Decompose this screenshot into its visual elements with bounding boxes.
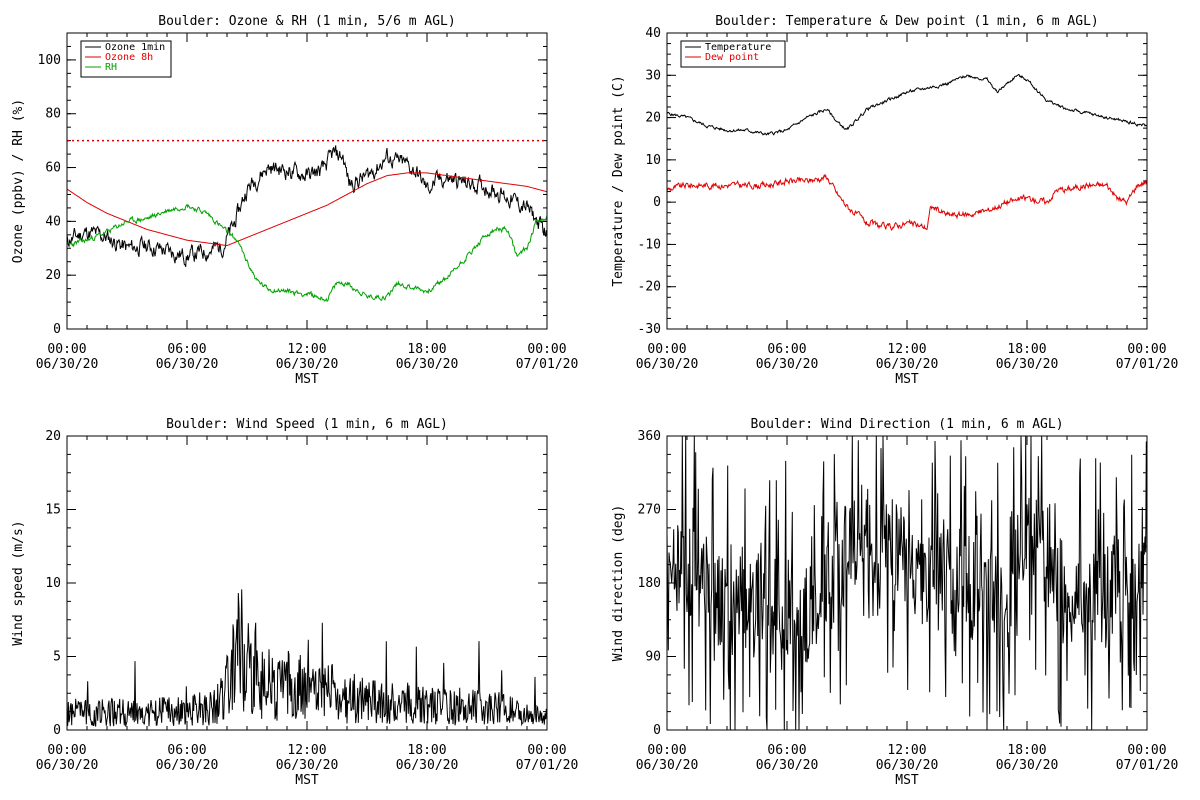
x-tick-date-label: 07/01/20 (516, 357, 579, 372)
x-tick-date-label: 06/30/20 (396, 357, 459, 372)
x-tick-time-label: 18:00 (1007, 342, 1046, 357)
wind-speed-chart: Boulder: Wind Speed (1 min, 6 m AGL) Wind… (11, 417, 578, 788)
x-tick-date-label: 06/30/20 (276, 758, 339, 773)
series-line-0 (667, 436, 1147, 730)
x-tick-date-label: 06/30/20 (276, 357, 339, 372)
y-tick-label: 90 (645, 650, 661, 665)
y-tick-label: -20 (638, 280, 661, 295)
x-tick-time-label: 00:00 (1127, 743, 1166, 758)
series-line-2 (67, 203, 547, 302)
y-tick-label: 0 (53, 322, 61, 337)
x-tick-date-label: 06/30/20 (396, 758, 459, 773)
x-tick-time-label: 12:00 (887, 342, 926, 357)
y-tick-label: -10 (638, 237, 661, 252)
legend-label: Ozone 8h (105, 52, 153, 63)
y-axis-label: Wind speed (m/s) (11, 520, 26, 645)
x-tick-date-label: 06/30/20 (636, 758, 699, 773)
x-tick-date-label: 06/30/20 (996, 758, 1059, 773)
x-axis-label: MST (895, 372, 919, 387)
x-tick-time-label: 12:00 (287, 342, 326, 357)
legend-box (680, 40, 786, 68)
x-tick-date-label: 06/30/20 (156, 357, 219, 372)
y-tick-label: 30 (645, 68, 661, 83)
x-tick-time-label: 00:00 (1127, 342, 1166, 357)
series-line-1 (67, 172, 547, 247)
x-axis-label: MST (895, 773, 919, 788)
legend-label: Dew point (705, 52, 759, 63)
y-axis-label: Wind direction (deg) (611, 505, 626, 662)
x-tick-time-label: 00:00 (527, 342, 566, 357)
x-tick-time-label: 00:00 (647, 743, 686, 758)
plot-frame (666, 435, 1148, 731)
x-axis-label: MST (295, 773, 319, 788)
x-tick-time-label: 18:00 (407, 743, 446, 758)
temperature-dewpoint-chart: Boulder: Temperature & Dew point (1 min,… (611, 14, 1178, 387)
y-tick-label: 0 (653, 723, 661, 738)
y-tick-label: 360 (638, 429, 661, 444)
x-tick-date-label: 06/30/20 (876, 357, 939, 372)
chart-title: Boulder: Temperature & Dew point (1 min,… (715, 14, 1099, 29)
y-tick-label: 20 (45, 429, 61, 444)
x-tick-time-label: 18:00 (1007, 743, 1046, 758)
x-tick-date-label: 07/01/20 (516, 758, 579, 773)
x-tick-time-label: 18:00 (407, 342, 446, 357)
y-tick-label: 10 (45, 576, 61, 591)
x-tick-time-label: 00:00 (47, 743, 86, 758)
y-tick-label: 0 (653, 195, 661, 210)
x-tick-date-label: 06/30/20 (756, 357, 819, 372)
y-tick-label: 40 (45, 214, 61, 229)
x-tick-time-label: 00:00 (47, 342, 86, 357)
x-tick-date-label: 06/30/20 (156, 758, 219, 773)
y-tick-label: 40 (645, 26, 661, 41)
y-tick-label: 60 (45, 161, 61, 176)
x-tick-date-label: 06/30/20 (36, 758, 99, 773)
x-tick-time-label: 00:00 (647, 342, 686, 357)
ozone-rh-chart: Boulder: Ozone & RH (1 min, 5/6 m AGL) Oz… (11, 14, 578, 387)
legend-label: RH (105, 62, 117, 73)
plot-frame (66, 435, 548, 731)
x-tick-time-label: 06:00 (167, 342, 206, 357)
y-tick-label: 20 (645, 111, 661, 126)
y-tick-label: 5 (53, 650, 61, 665)
series-line-0 (667, 73, 1147, 136)
y-axis-label: Temperature / Dew point (C) (611, 75, 626, 286)
y-tick-label: 100 (38, 53, 61, 68)
y-tick-label: 270 (638, 503, 661, 518)
series-line-0 (67, 589, 547, 727)
x-tick-time-label: 06:00 (167, 743, 206, 758)
legend-label: Ozone 1min (105, 42, 165, 53)
plot-frame (666, 32, 1148, 330)
y-tick-label: -30 (638, 322, 661, 337)
x-axis-label: MST (295, 372, 319, 387)
x-tick-time-label: 12:00 (887, 743, 926, 758)
series-line-0 (67, 145, 547, 267)
legend-label: Temperature (705, 42, 771, 53)
chart-title: Boulder: Wind Direction (1 min, 6 m AGL) (750, 417, 1063, 432)
x-tick-date-label: 07/01/20 (1116, 758, 1179, 773)
x-tick-date-label: 06/30/20 (876, 758, 939, 773)
x-tick-date-label: 07/01/20 (1116, 357, 1179, 372)
x-tick-time-label: 00:00 (527, 743, 566, 758)
y-tick-label: 15 (45, 503, 61, 518)
chart-title: Boulder: Ozone & RH (1 min, 5/6 m AGL) (158, 14, 455, 29)
x-tick-date-label: 06/30/20 (756, 758, 819, 773)
y-tick-label: 180 (638, 576, 661, 591)
y-tick-label: 20 (45, 268, 61, 283)
x-tick-time-label: 06:00 (767, 342, 806, 357)
series-line-1 (667, 173, 1147, 232)
x-tick-time-label: 12:00 (287, 743, 326, 758)
y-tick-label: 80 (45, 107, 61, 122)
chart-title: Boulder: Wind Speed (1 min, 6 m AGL) (166, 417, 448, 432)
x-tick-date-label: 06/30/20 (996, 357, 1059, 372)
plot-frame (66, 32, 548, 330)
y-axis-label: Ozone (ppbv) / RH (%) (11, 99, 26, 263)
x-tick-time-label: 06:00 (767, 743, 806, 758)
x-tick-date-label: 06/30/20 (636, 357, 699, 372)
x-tick-date-label: 06/30/20 (36, 357, 99, 372)
wind-direction-chart: Boulder: Wind Direction (1 min, 6 m AGL)… (611, 417, 1178, 788)
y-tick-label: 0 (53, 723, 61, 738)
y-tick-label: 10 (645, 153, 661, 168)
